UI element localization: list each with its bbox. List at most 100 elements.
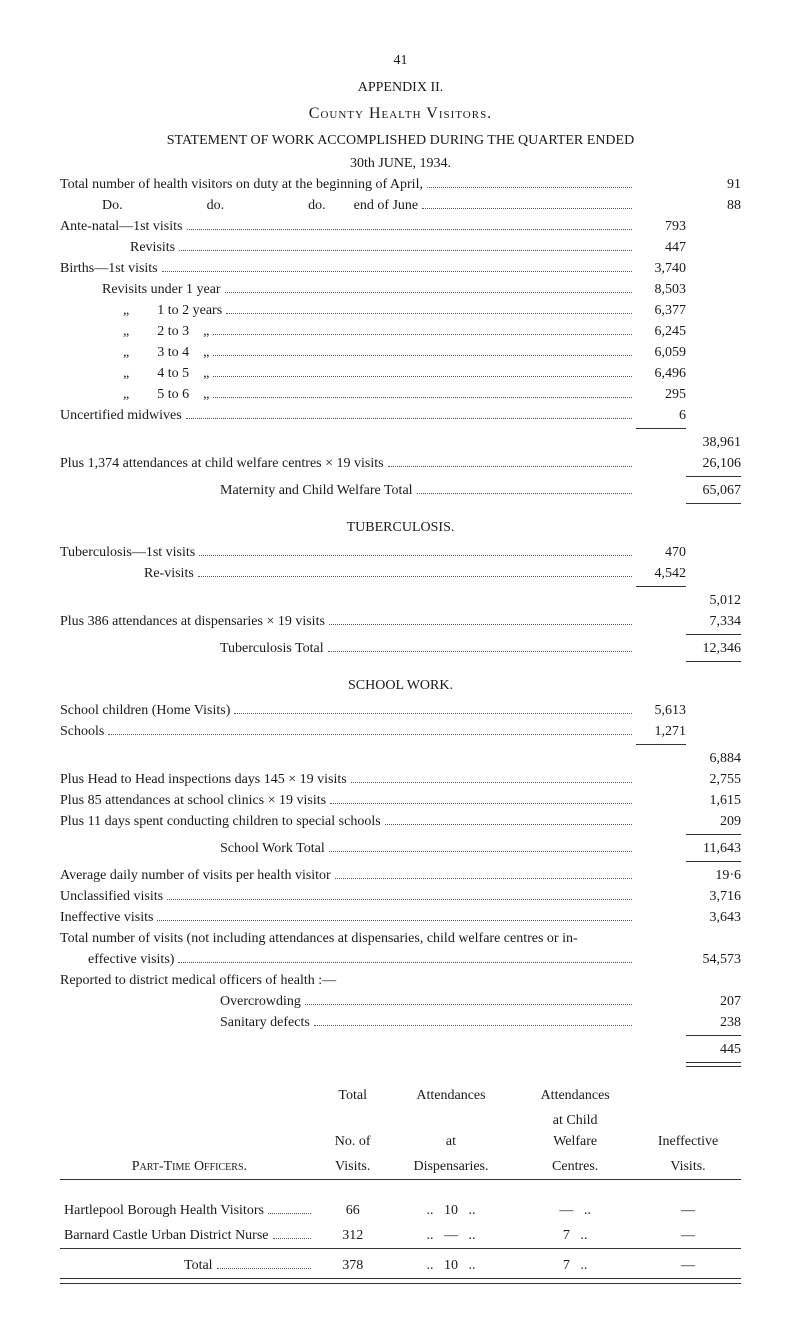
line: „ 2 to 3 „ 6,245 xyxy=(60,321,741,342)
line-value: 11,643 xyxy=(686,838,741,859)
line: Plus 1,374 attendances at child welfare … xyxy=(60,453,741,474)
rule xyxy=(686,1062,741,1067)
line-value: 447 xyxy=(636,237,686,258)
leader-dots xyxy=(226,302,632,314)
line-label: School Work Total xyxy=(60,838,325,859)
line: Average daily number of visits per healt… xyxy=(60,865,741,886)
officers-caption: Part-Time Officers. xyxy=(132,1159,247,1174)
leader-dots xyxy=(305,993,632,1005)
line: Plus 386 attendances at dispensaries × 1… xyxy=(60,611,741,632)
line: Do. do. do. end of June 88 xyxy=(60,195,741,216)
leader-dots xyxy=(213,323,632,335)
line-value: 4,542 xyxy=(636,563,686,584)
line-label: Revisits under 1 year xyxy=(60,279,221,300)
line-label: Total number of visits (not including at… xyxy=(60,928,578,949)
line-value: 793 xyxy=(636,216,686,237)
line-label: Sanitary defects xyxy=(60,1012,310,1033)
leader-dots xyxy=(217,1257,311,1269)
leader-dots xyxy=(213,386,632,398)
line: Total number of visits (not including at… xyxy=(60,928,741,949)
table-row: Barnard Castle Urban District Nurse 312 … xyxy=(60,1223,741,1249)
rule xyxy=(636,428,686,430)
line: Births—1st visits 3,740 xyxy=(60,258,741,279)
line-value: 3,740 xyxy=(636,258,686,279)
th-ineff: Ineffective xyxy=(635,1108,741,1154)
line-label: Plus 11 days spent conducting children t… xyxy=(60,811,381,832)
line: Plus 85 attendances at school clinics × … xyxy=(60,790,741,811)
line-value: 207 xyxy=(686,991,741,1012)
leader-dots xyxy=(234,702,632,714)
cell-disp: .. 10 .. xyxy=(387,1198,516,1223)
leader-dots xyxy=(178,951,632,963)
leader-dots xyxy=(417,482,632,494)
line-label: Uncertified midwives xyxy=(60,405,182,426)
line: Schools 1,271 xyxy=(60,721,741,742)
leader-dots xyxy=(179,239,632,251)
leader-dots xyxy=(427,176,632,188)
line: „ 3 to 4 „ 6,059 xyxy=(60,342,741,363)
cell-cwc: 7 .. xyxy=(515,1223,635,1249)
leader-dots xyxy=(335,867,632,879)
line-value: 238 xyxy=(686,1012,741,1033)
line-value: 65,067 xyxy=(686,480,741,501)
date-line: 30th JUNE, 1934. xyxy=(60,153,741,174)
line-label: Average daily number of visits per healt… xyxy=(60,865,331,886)
line: „ 1 to 2 years 6,377 xyxy=(60,300,741,321)
th-visits: No. of xyxy=(319,1108,387,1154)
line: Tuberculosis Total 12,346 xyxy=(60,638,741,659)
line: School children (Home Visits) 5,613 xyxy=(60,700,741,721)
th-ineff: Visits. xyxy=(635,1154,741,1180)
leader-dots xyxy=(351,771,632,783)
main-title: County Health Visitors. xyxy=(60,102,741,126)
leader-dots xyxy=(329,840,632,852)
line-label: Plus Head to Head inspections days 145 ×… xyxy=(60,769,347,790)
line-value: 19·6 xyxy=(686,865,741,886)
line: Re-visits 4,542 xyxy=(60,563,741,584)
line: Ineffective visits 3,643 xyxy=(60,907,741,928)
subtotal: 445 xyxy=(686,1039,741,1060)
line-value: 6,245 xyxy=(636,321,686,342)
subtotal: 38,961 xyxy=(686,432,741,453)
line-value: 6,059 xyxy=(636,342,686,363)
th-cwc: at ChildWelfare xyxy=(515,1108,635,1154)
page-number: 41 xyxy=(60,50,741,71)
table-total-row: Total 378 .. 10 .. 7 .. — xyxy=(60,1253,741,1279)
leader-dots xyxy=(329,613,632,625)
line: 5,012 xyxy=(60,590,741,611)
th-disp: at xyxy=(387,1108,516,1154)
th-visits: Visits. xyxy=(319,1154,387,1180)
line: Overcrowding 207 xyxy=(60,991,741,1012)
subtotal: 5,012 xyxy=(686,590,741,611)
leader-dots xyxy=(268,1202,311,1214)
line-label: Reported to district medical officers of… xyxy=(60,970,336,991)
cell-disp: .. — .. xyxy=(387,1223,516,1249)
appendix-label: APPENDIX II. xyxy=(60,77,741,98)
th-disp: Dispensaries. xyxy=(387,1154,516,1180)
leader-dots xyxy=(186,407,632,419)
line: Reported to district medical officers of… xyxy=(60,970,741,991)
cell-cwc: — .. xyxy=(515,1198,635,1223)
line-value: 3,643 xyxy=(686,907,741,928)
line: „ 5 to 6 „ 295 xyxy=(60,384,741,405)
section-heading-school: SCHOOL WORK. xyxy=(60,675,741,696)
total-visits: 378 xyxy=(319,1253,387,1279)
line-value: 8,503 xyxy=(636,279,686,300)
rule xyxy=(686,661,741,663)
line-label: Total number of health visitors on duty … xyxy=(60,174,423,195)
rule xyxy=(686,1035,741,1037)
line: 6,884 xyxy=(60,748,741,769)
leader-dots xyxy=(388,455,632,467)
line-value: 2,755 xyxy=(686,769,741,790)
line-value: 1,615 xyxy=(686,790,741,811)
leader-dots xyxy=(213,365,632,377)
line: effective visits) 54,573 xyxy=(60,949,741,970)
th-cwc: Attendances xyxy=(515,1083,635,1108)
leader-dots xyxy=(328,640,632,652)
leader-dots xyxy=(162,260,632,272)
leader-dots xyxy=(225,281,632,293)
line-value: 295 xyxy=(636,384,686,405)
line: Revisits under 1 year 8,503 xyxy=(60,279,741,300)
line-value: 88 xyxy=(686,195,741,216)
line-value: 26,106 xyxy=(686,453,741,474)
leader-dots xyxy=(385,813,632,825)
